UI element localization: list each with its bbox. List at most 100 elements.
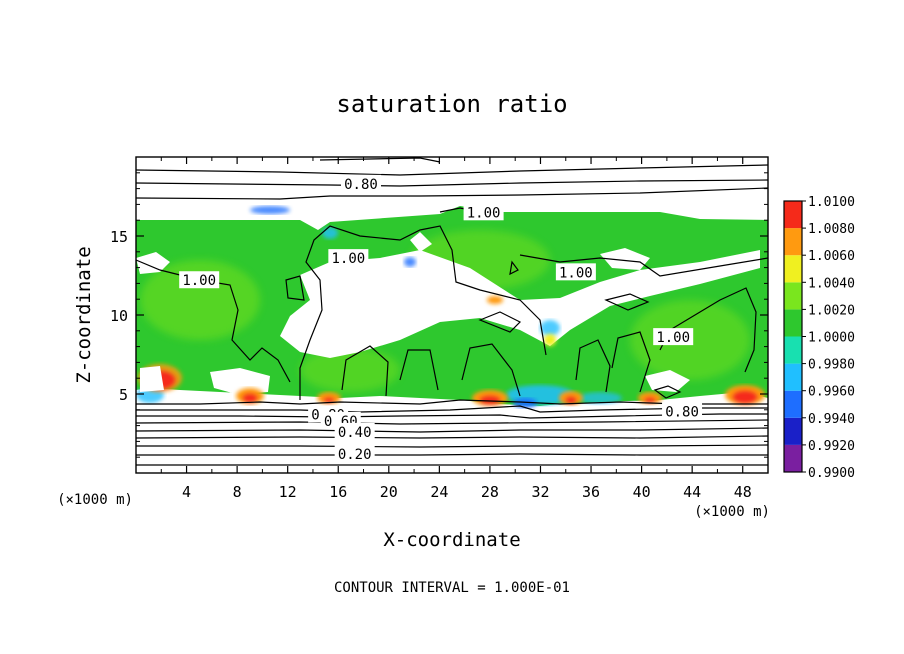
- contour-label-bg: [662, 402, 703, 420]
- colorbar-label: 1.0100: [808, 195, 855, 210]
- field-tint: [140, 260, 260, 340]
- x-tick-label: 20: [380, 483, 398, 501]
- contour-label: 1.00: [656, 330, 690, 346]
- dry-pocket: [210, 368, 270, 394]
- contour-interval-note: CONTOUR INTERVAL = 1.000E-01: [334, 580, 570, 596]
- colorbar-swatch: [784, 390, 802, 418]
- x-tick-label: 44: [683, 483, 701, 501]
- y-tick-label: 5: [119, 386, 128, 404]
- colorbar-swatch: [784, 255, 802, 283]
- y-unit-label: (×1000 m): [57, 492, 133, 508]
- colorbar-label: 0.9980: [808, 358, 855, 373]
- contour-line: [604, 293, 650, 311]
- subsat-patch: [404, 257, 416, 267]
- x-tick-label: 36: [582, 483, 600, 501]
- plot-area: 0.801.001.001.001.001.000.800.800.600.40…: [136, 157, 768, 473]
- hotspot: [487, 296, 556, 346]
- contour-label-bg: [328, 249, 369, 267]
- contour-line: [575, 339, 611, 393]
- contour-label-bg: [179, 271, 220, 289]
- colorbar-label: 1.0020: [808, 303, 855, 318]
- colorbar-swatch: [784, 417, 802, 445]
- contour-line: [461, 343, 521, 397]
- dry-pocket: [140, 366, 164, 392]
- x-tick-label: 24: [430, 483, 448, 501]
- subsat-patch: [250, 206, 290, 214]
- colorbar-swatch: [784, 336, 802, 364]
- x-unit-label: (×1000 m): [694, 504, 770, 520]
- dry-pocket: [136, 252, 170, 274]
- colorbar-label: 1.0080: [808, 222, 855, 237]
- contour-line: [285, 275, 305, 301]
- y-axis: 5 10 15: [110, 172, 768, 458]
- contour-line: [136, 453, 768, 456]
- contour-label: 0.40: [338, 425, 372, 441]
- subsat-patch: [322, 227, 338, 239]
- colorbar-label: 1.0060: [808, 249, 855, 264]
- colorbar-label: 1.0000: [808, 331, 855, 346]
- dry-pocket: [410, 232, 432, 252]
- hotspot: [559, 391, 583, 405]
- chart-title: saturation ratio: [336, 90, 567, 118]
- x-tick-label: 32: [531, 483, 549, 501]
- dry-pocket: [600, 248, 650, 270]
- contour-line: [478, 311, 522, 333]
- contour-line: [136, 164, 768, 176]
- contour-line: [319, 157, 441, 163]
- y-tick-label: 15: [110, 228, 128, 246]
- contour-line: [136, 427, 768, 433]
- colorbar-swatch: [784, 363, 802, 391]
- contour-line: [299, 225, 547, 400]
- contour-label: 1.00: [559, 265, 593, 281]
- contour-line: [136, 435, 768, 439]
- dry-band: [280, 250, 760, 358]
- contour-label: 0.80: [344, 177, 378, 193]
- x-tick-label: 12: [279, 483, 297, 501]
- colorbar-label: 0.9920: [808, 439, 855, 454]
- colorbar-label: 0.9940: [808, 412, 855, 427]
- contour-line: [653, 385, 682, 399]
- contour-line: [136, 187, 768, 200]
- contour-line: [136, 444, 768, 448]
- x-axis-label: X-coordinate: [383, 529, 520, 551]
- hotspot: [472, 390, 508, 406]
- contour-label: 0.20: [338, 447, 372, 463]
- colorbar-label: 1.0040: [808, 276, 855, 291]
- contour-line: [136, 405, 768, 413]
- contour-label-bg: [555, 263, 596, 281]
- contours: [136, 157, 768, 466]
- contour-label: 1.00: [182, 273, 216, 289]
- contour-line: [519, 254, 768, 277]
- contour-line: [399, 349, 439, 391]
- contour-label-bg: [653, 328, 694, 346]
- y-axis-label: Z-coordinate: [73, 246, 95, 383]
- x-tick-label: 40: [633, 483, 651, 501]
- contour-line: [611, 331, 651, 393]
- subsat-patch: [578, 392, 622, 404]
- subsat-patch: [540, 320, 560, 336]
- contour-label: 0.80: [665, 404, 699, 420]
- contour-line: [136, 399, 768, 405]
- colorbar-swatch: [784, 201, 802, 229]
- colorbar: 0.9900 0.9920 0.9940 0.9960 0.9980 1.0000 1.00…: [783, 195, 855, 481]
- hotspot: [236, 388, 264, 404]
- contour-label-bg: [340, 174, 381, 192]
- contour-line: [509, 260, 519, 276]
- contour-label-bg: [334, 445, 375, 463]
- contour-line: [136, 179, 768, 187]
- hotspot: [638, 392, 662, 404]
- contour-line: [136, 419, 768, 425]
- field-tint: [300, 348, 400, 392]
- colorbar-swatch: [784, 282, 802, 310]
- contour-label: 1.00: [331, 251, 365, 267]
- dry-pocket: [645, 370, 690, 392]
- hotspot: [317, 392, 341, 404]
- x-tick-label: 8: [233, 483, 242, 501]
- colorbar-label: 0.9960: [808, 385, 855, 400]
- x-tick-label: 4: [182, 483, 191, 501]
- contour-line: [341, 345, 389, 397]
- contour-label-bg: [463, 203, 504, 221]
- x-axis: 4 8 12 16 20 24 28 32 36 40 44 48: [160, 157, 752, 501]
- x-tick-label: 48: [734, 483, 752, 501]
